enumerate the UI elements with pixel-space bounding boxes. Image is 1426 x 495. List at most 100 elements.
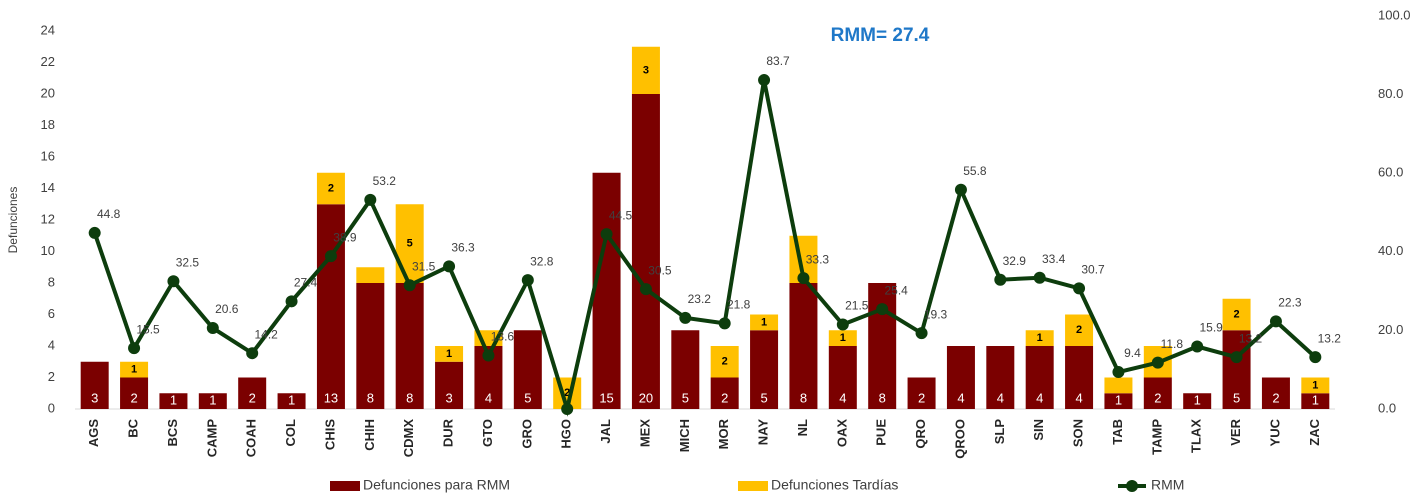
bar-segment	[316, 172, 345, 205]
line-marker	[1191, 340, 1204, 353]
x-tick-label: MEX	[637, 419, 652, 448]
line-marker	[718, 317, 731, 330]
line-marker	[1269, 315, 1282, 328]
bar-segment	[1104, 377, 1133, 394]
data-label: 3	[445, 390, 452, 405]
annotation: RMM= 27.4	[831, 25, 930, 46]
x-tick-label: NAY	[756, 419, 771, 446]
x-tick-label: COL	[283, 419, 298, 447]
data-label: 5	[1233, 390, 1240, 405]
line-marker	[1073, 282, 1086, 295]
data-label: 1	[446, 348, 452, 360]
line-marker	[521, 274, 534, 287]
data-label: 32.5	[176, 255, 200, 269]
y-tick-label: 14	[41, 180, 55, 195]
x-tick-label: PUE	[874, 419, 889, 446]
data-label: 21.5	[845, 299, 869, 313]
line-marker	[206, 322, 219, 335]
data-label: 5	[760, 390, 767, 405]
x-tick-label: QROO	[952, 419, 967, 459]
data-label: 1	[209, 393, 216, 408]
data-label: 4	[1036, 390, 1043, 405]
data-label: 13	[324, 390, 338, 405]
bar-segment	[671, 330, 700, 409]
bar-segment	[1065, 346, 1094, 409]
line-marker	[443, 260, 456, 273]
line-marker	[482, 349, 495, 362]
bar-segment	[395, 283, 424, 409]
x-tick-label: CHIS	[322, 419, 337, 450]
data-label: 13.2	[1239, 331, 1263, 345]
data-label: 1	[1037, 332, 1043, 344]
data-label: 20.6	[215, 302, 239, 316]
data-label: 2	[1076, 324, 1082, 336]
y-tick-label: 0	[48, 400, 55, 415]
y-tick-label: 16	[41, 148, 55, 163]
data-label: 2	[249, 390, 256, 405]
x-tick-label: CHIH	[362, 419, 377, 451]
y2-tick-label: 60.0	[1378, 165, 1403, 180]
bar-segment	[356, 267, 385, 283]
data-label: 2	[1234, 308, 1240, 320]
y2-tick-label: 40.0	[1378, 243, 1403, 258]
x-tick-label: ZAC	[1307, 418, 1322, 445]
x-tick-label: SON	[1071, 419, 1086, 447]
y-tick-label: 18	[41, 117, 55, 132]
legend-swatch	[738, 481, 768, 491]
bar-segment	[1301, 393, 1330, 409]
data-label: 1	[131, 364, 137, 376]
bar-segment	[435, 361, 464, 409]
data-label: 9.4	[1124, 346, 1141, 360]
data-label: 2	[918, 390, 925, 405]
bar-segment	[159, 393, 188, 409]
data-label: 13.6	[491, 330, 515, 344]
bar-segment	[80, 361, 109, 409]
y2-tick-label: 80.0	[1378, 86, 1403, 101]
data-label: 1	[761, 316, 767, 328]
data-label: 5	[407, 238, 413, 250]
bar-segment	[631, 46, 660, 94]
y-tick-label: 8	[48, 274, 55, 289]
data-label: 2	[328, 182, 334, 194]
x-tick-label: VER	[1228, 418, 1243, 445]
x-tick-label: SIN	[1031, 419, 1046, 441]
data-label: 8	[406, 390, 413, 405]
line-marker	[1230, 351, 1243, 364]
data-label: 2	[130, 390, 137, 405]
data-label: 2	[721, 390, 728, 405]
bar-segment	[1222, 298, 1251, 331]
x-tick-label: CDMX	[401, 419, 416, 458]
data-label: 44.8	[97, 207, 121, 221]
line-marker	[639, 283, 652, 296]
line-marker	[836, 318, 849, 331]
data-label: 1	[1312, 379, 1318, 391]
line-marker	[915, 327, 928, 340]
line-marker	[167, 275, 180, 288]
data-label: 33.3	[806, 252, 830, 266]
data-label: 4	[1075, 390, 1082, 405]
data-label: 1	[170, 393, 177, 408]
line-marker	[1033, 271, 1046, 284]
line-marker	[1309, 351, 1322, 364]
bar-segment	[238, 377, 267, 409]
y-tick-label: 10	[41, 243, 55, 258]
data-label: 23.2	[688, 292, 712, 306]
data-label: 4	[997, 390, 1004, 405]
legend-label: RMM	[1151, 477, 1184, 493]
data-label: 83.7	[766, 54, 790, 68]
bar-segment	[1222, 330, 1251, 409]
data-label: 38.9	[333, 230, 357, 244]
bar-segment	[828, 346, 857, 409]
bar-segment	[356, 283, 385, 409]
data-label: 4	[485, 390, 492, 405]
y-tick-label: 20	[41, 85, 55, 100]
x-tick-label: TAMP	[1149, 419, 1164, 455]
legend-swatch	[330, 481, 360, 491]
data-label: 8	[879, 390, 886, 405]
bar-segment	[750, 330, 779, 409]
data-label: 15.9	[1200, 321, 1224, 335]
bar-segment	[946, 346, 975, 409]
data-label: 13.2	[1318, 331, 1342, 345]
bar-segment	[828, 330, 857, 346]
line-marker	[758, 74, 771, 87]
